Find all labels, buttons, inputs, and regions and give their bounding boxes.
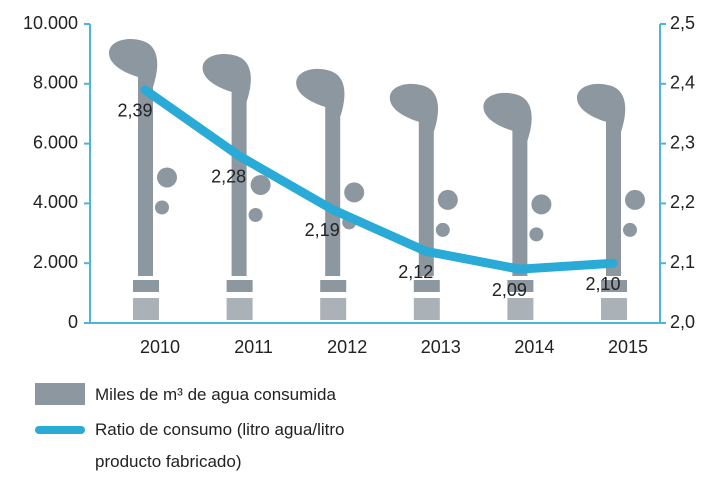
bar (202, 53, 251, 276)
drop (250, 174, 271, 195)
y2-tick-label: 2,5 (670, 13, 695, 33)
grate (320, 298, 347, 320)
bar (577, 83, 626, 276)
nozzle (226, 280, 253, 292)
drop (344, 182, 365, 203)
data-label: 2,28 (211, 166, 246, 186)
line (140, 85, 618, 274)
y2-tick-label: 2,4 (670, 73, 695, 93)
y-tick-label: 0 (68, 312, 78, 332)
x-tick-label: 2012 (327, 337, 367, 357)
x-tick-label: 2014 (514, 337, 554, 357)
grate (507, 298, 534, 320)
legend-label: Ratio de consumo (litro agua/litro produ… (95, 420, 345, 471)
bar (296, 68, 345, 277)
drop (529, 227, 544, 242)
drop (625, 189, 645, 210)
drop (623, 222, 637, 237)
y2-tick-label: 2,3 (670, 132, 695, 152)
grate (601, 298, 627, 320)
legend-label: Miles de m³ de agua consumida (95, 385, 336, 404)
y-tick-label: 4.000 (33, 192, 78, 212)
y2-tick-label: 2,1 (670, 252, 695, 272)
nozzle (601, 280, 627, 292)
nozzle (133, 280, 159, 292)
x-tick-label: 2011 (234, 337, 273, 357)
nozzle (507, 280, 534, 292)
y2-tick-label: 2,0 (670, 312, 695, 332)
drop (531, 194, 552, 215)
grate (226, 298, 253, 320)
x-tick-label: 2015 (608, 337, 648, 357)
drop (157, 167, 177, 188)
data-label: 2,10 (585, 274, 620, 294)
drop (437, 189, 458, 210)
bar (109, 39, 158, 277)
y2-tick-label: 2,2 (670, 192, 695, 212)
nozzle (413, 280, 440, 292)
grate (413, 298, 440, 320)
y-tick-label: 10.000 (23, 13, 78, 33)
x-tick-label: 2010 (140, 337, 180, 357)
data-label: 2,12 (398, 262, 433, 282)
x-tick-label: 2013 (421, 337, 461, 357)
y-tick-label: 6.000 (33, 132, 78, 152)
drop (248, 207, 263, 222)
drop (155, 200, 169, 215)
data-label: 2,09 (492, 280, 527, 300)
bar (483, 92, 532, 276)
data-label: 2,19 (305, 220, 340, 240)
y-tick-label: 8.000 (33, 73, 78, 93)
grate (133, 298, 159, 320)
chart: 0 2.000 4.000 6.000 8.000 10.000 2,0 2,1 2,2 2,3 2… (23, 13, 695, 357)
legend-swatch-line (35, 426, 85, 434)
drop (435, 222, 450, 237)
bar (389, 83, 439, 276)
data-label: 2,39 (117, 101, 152, 121)
legend-swatch-bars (35, 383, 85, 405)
nozzle (320, 280, 347, 292)
y-tick-label: 2.000 (33, 252, 78, 272)
